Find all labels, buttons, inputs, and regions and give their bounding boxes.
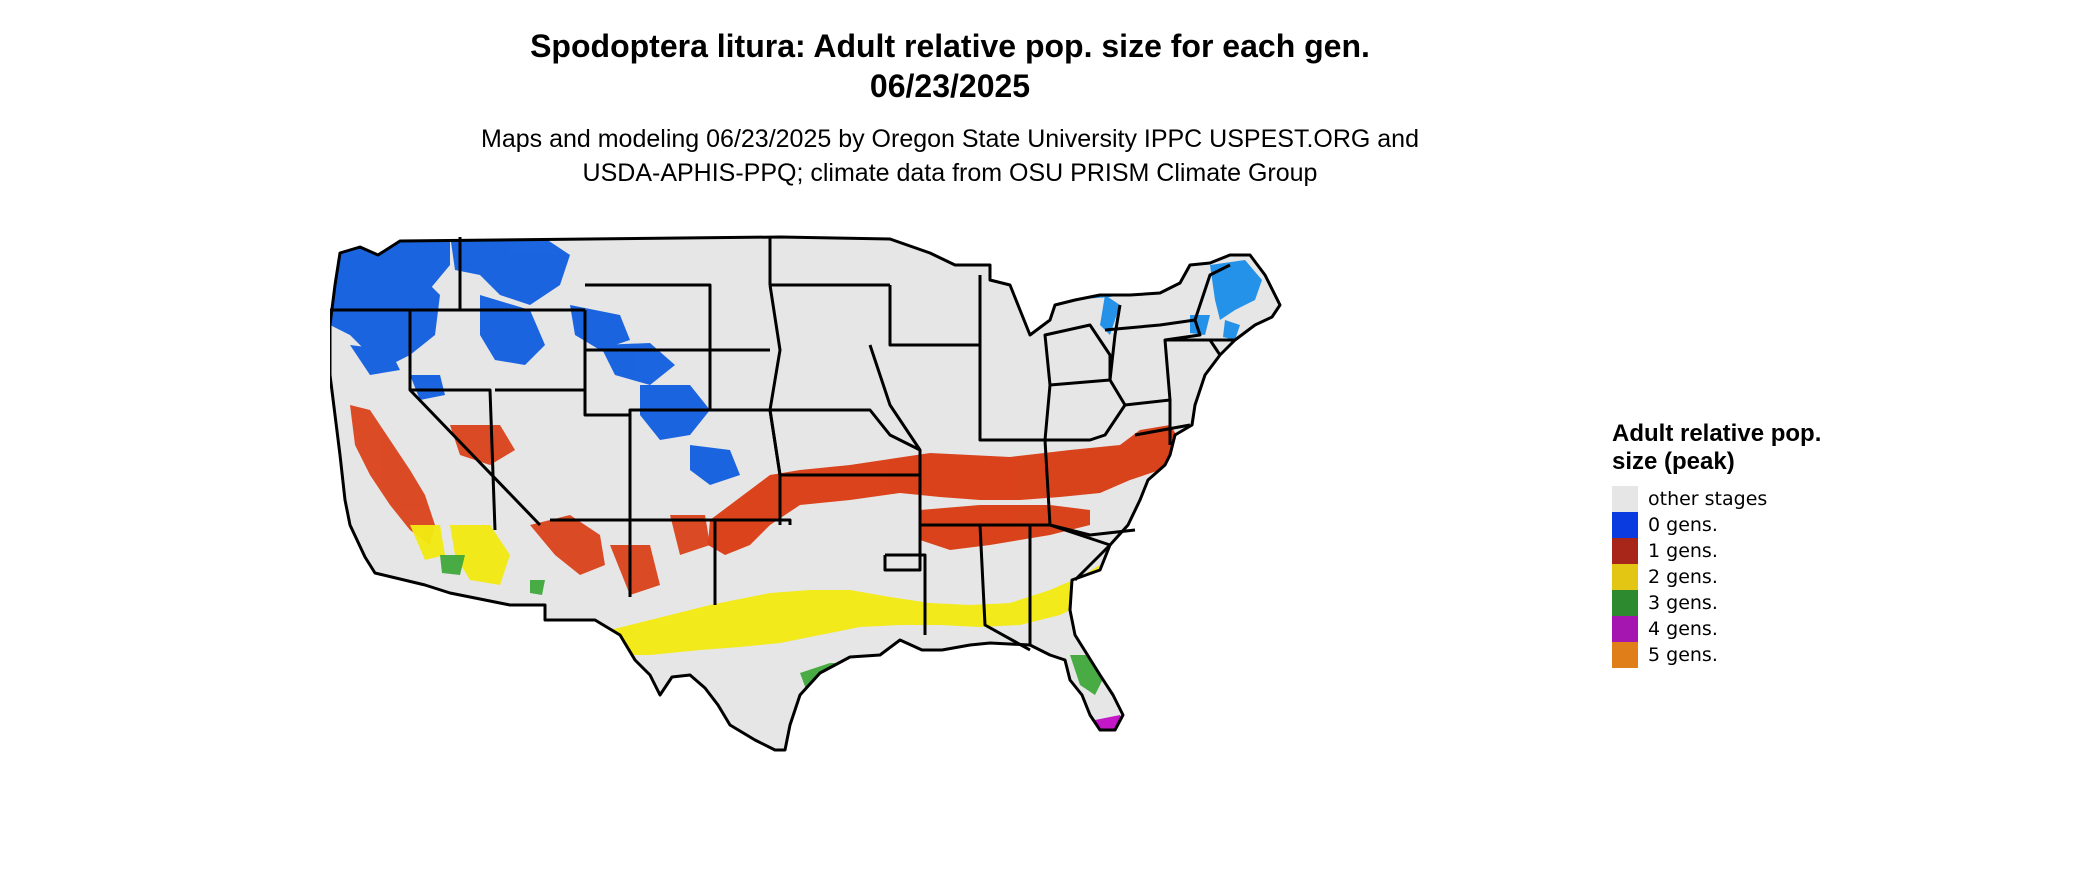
map-title: Spodoptera litura: Adult relative pop. s… (0, 26, 1900, 106)
map-subtitle: Maps and modeling 06/23/2025 by Oregon S… (0, 122, 1900, 190)
legend-item: 2 gens. (1612, 564, 1842, 590)
legend-label: 1 gens. (1648, 540, 1718, 562)
us-map (330, 235, 1282, 752)
legend-swatch (1612, 590, 1638, 616)
legend-item: 0 gens. (1612, 512, 1842, 538)
legend-label: 5 gens. (1648, 644, 1718, 666)
legend-swatch (1612, 486, 1638, 512)
legend-item: 3 gens. (1612, 590, 1842, 616)
legend-label: 3 gens. (1648, 592, 1718, 614)
legend-swatch (1612, 512, 1638, 538)
legend-label: 2 gens. (1648, 566, 1718, 588)
legend-swatch (1612, 642, 1638, 668)
zone-0-gens-new-england (1190, 260, 1262, 340)
legend-item: other stages (1612, 486, 1842, 512)
legend-item: 5 gens. (1612, 642, 1842, 668)
legend-items: other stages 0 gens. 1 gens. 2 gens. 3 gens.… (1612, 486, 1842, 668)
legend-item: 4 gens. (1612, 616, 1842, 642)
state-borders (330, 235, 1282, 752)
legend-swatch (1612, 564, 1638, 590)
zone-2-gens-southern-belt (410, 525, 1105, 655)
legend-label: other stages (1648, 488, 1768, 510)
legend-label: 4 gens. (1648, 618, 1718, 640)
map-title-line1: Spodoptera litura: Adult relative pop. s… (530, 28, 1370, 64)
legend-item: 1 gens. (1612, 538, 1842, 564)
map-subtitle-line2: USDA-APHIS-PPQ; climate data from OSU PR… (582, 159, 1318, 187)
zone-1-gens-california-southwest (350, 405, 710, 595)
map-title-line2: 06/23/2025 (869, 68, 1031, 104)
legend-swatch (1612, 538, 1638, 564)
legend: Adult relative pop. size (peak) other st… (1612, 420, 1842, 668)
legend-swatch (1612, 616, 1638, 642)
legend-label: 0 gens. (1648, 514, 1718, 536)
legend-title: Adult relative pop. size (peak) (1612, 420, 1822, 475)
map-subtitle-line1: Maps and modeling 06/23/2025 by Oregon S… (481, 125, 1419, 153)
zone-0-gens-northwest (330, 237, 740, 485)
